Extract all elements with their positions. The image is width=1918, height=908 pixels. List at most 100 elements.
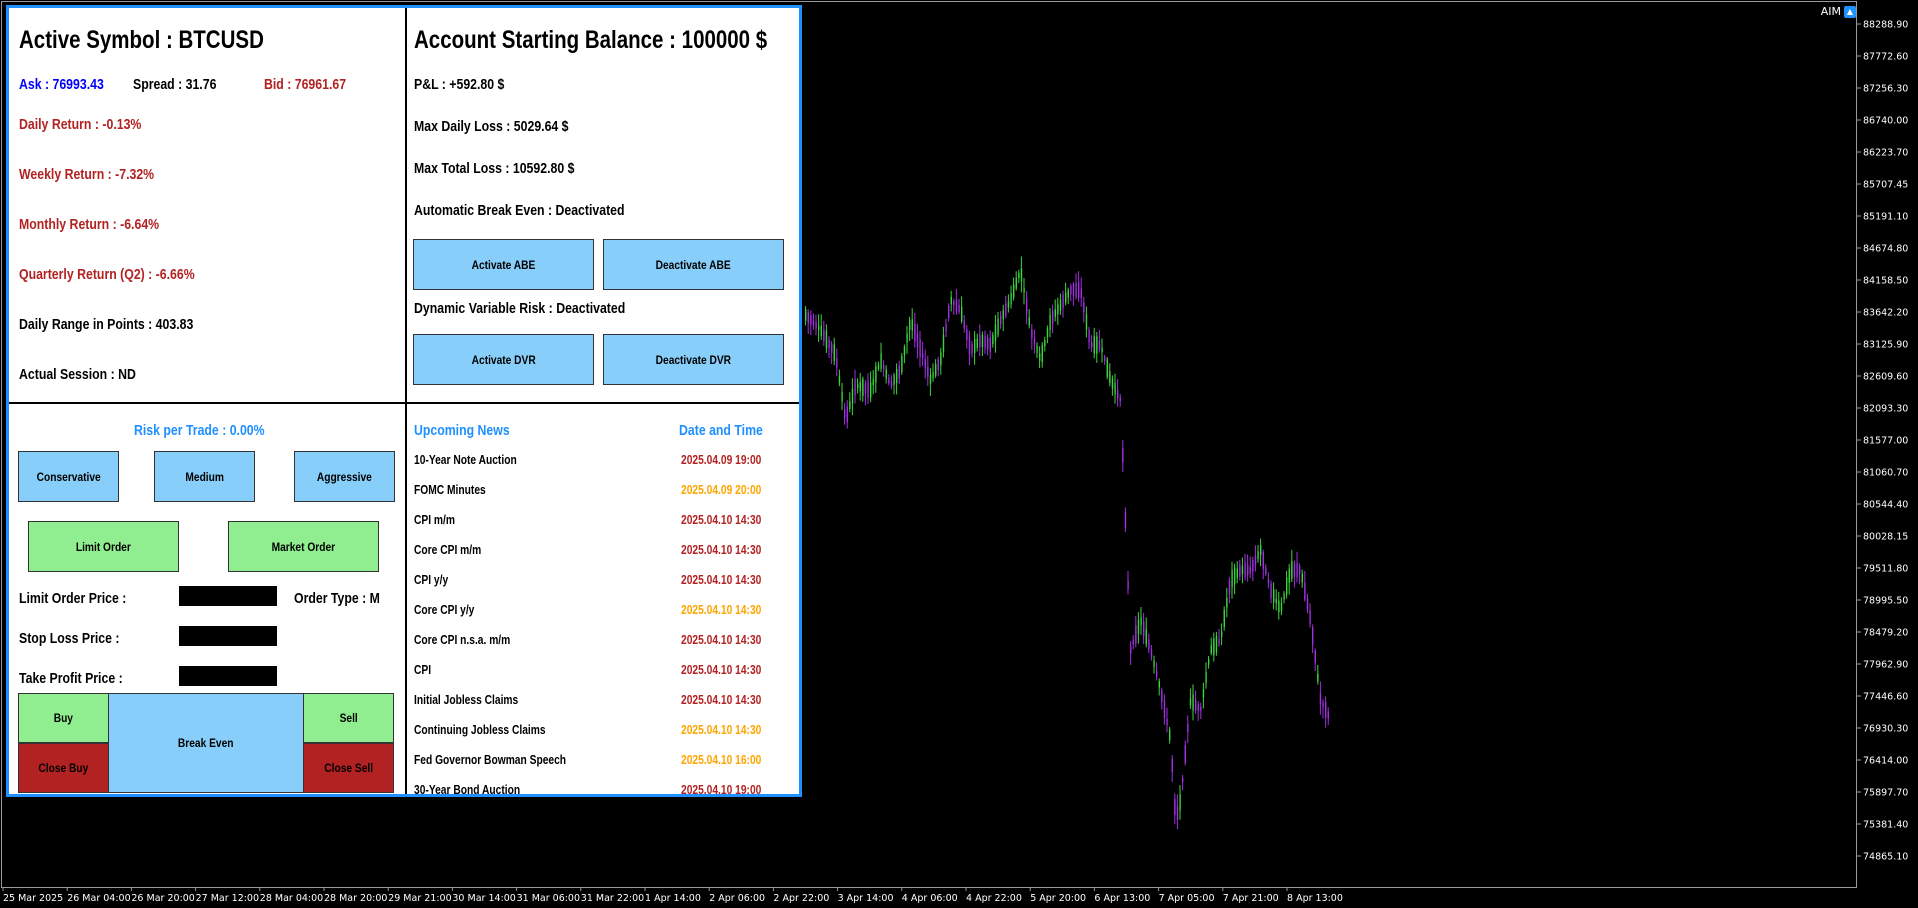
time-tick-label: 4 Apr 22:00 <box>966 893 1022 904</box>
stop-loss-price-input[interactable] <box>179 626 277 646</box>
price-axis: 88288.90 87772.60 87256.30 86740.00 86223.70… <box>1857 20 1908 863</box>
candle-body <box>1226 597 1228 608</box>
news-item-name: Core CPI n.s.a. m/m <box>414 633 511 647</box>
price-tick-label: 78479.20 <box>1863 628 1908 639</box>
close-sell-button[interactable]: Close Sell <box>303 743 394 793</box>
medium-risk-button[interactable]: Medium <box>154 451 255 502</box>
candle-body <box>872 379 874 386</box>
candle-body <box>1104 356 1106 362</box>
deactivate-abe-button[interactable]: Deactivate ABE <box>603 239 784 290</box>
conservative-risk-button[interactable]: Conservative <box>18 451 119 502</box>
activate-abe-button[interactable]: Activate ABE <box>413 239 594 290</box>
candle-body <box>885 369 887 379</box>
news-item-name: Core CPI m/m <box>414 543 482 557</box>
time-tick-label: 31 Mar 06:00 <box>517 893 580 904</box>
candle-body <box>1174 799 1176 816</box>
buy-label: Buy <box>53 711 74 725</box>
upcoming-news-header: Upcoming News <box>414 422 510 439</box>
candle-body <box>1161 690 1163 702</box>
deactivate-dvr-button[interactable]: Deactivate DVR <box>603 334 784 385</box>
candle-body <box>958 304 960 312</box>
news-item-name: 10-Year Note Auction <box>414 453 517 467</box>
candle-body <box>825 330 828 349</box>
candle-body <box>1098 340 1101 350</box>
candle-body <box>862 378 864 397</box>
candle-body <box>854 379 856 396</box>
candle-body <box>919 339 921 358</box>
candle-body <box>1265 567 1267 575</box>
candle-body <box>1286 577 1288 595</box>
candle-body <box>1275 598 1277 604</box>
aim-indicator-badge[interactable]: AIM ▲ <box>1821 5 1856 18</box>
candle-body <box>903 346 906 356</box>
news-item-date: 2025.04.10 14:30 <box>681 513 762 527</box>
candle-body <box>828 339 830 349</box>
candle-body <box>1239 564 1241 577</box>
candle-body <box>831 343 833 353</box>
dvr-status: Dynamic Variable Risk : Deactivated <box>414 300 626 317</box>
candle-body <box>1130 646 1132 654</box>
take-profit-price-input[interactable] <box>179 666 277 686</box>
candle-body <box>1325 702 1327 718</box>
candle-body <box>1119 397 1121 402</box>
candle-body <box>1085 314 1088 330</box>
candle-body <box>948 306 950 318</box>
candle-body <box>1132 640 1134 645</box>
price-tick-label: 81577.00 <box>1863 436 1908 447</box>
price-tick-label: 83125.90 <box>1863 340 1908 351</box>
candle-body <box>1148 639 1150 650</box>
candle-body <box>916 333 919 348</box>
candle-body <box>1309 610 1311 624</box>
limit-order-price-input[interactable] <box>179 586 277 606</box>
candle-body <box>1137 619 1140 634</box>
activate-dvr-button[interactable]: Activate DVR <box>413 334 594 385</box>
candle-body <box>1327 711 1329 719</box>
news-item-name: Core CPI y/y <box>414 603 475 617</box>
candle-body <box>1283 593 1285 600</box>
aim-label: AIM <box>1820 5 1841 18</box>
break-even-button[interactable]: Break Even <box>108 693 304 793</box>
time-tick-label: 7 Apr 05:00 <box>1159 893 1215 904</box>
candle-body <box>1241 565 1244 575</box>
price-tick-label: 84158.50 <box>1863 276 1908 287</box>
buy-button[interactable]: Buy <box>18 693 109 743</box>
price-tick-label: 86740.00 <box>1863 116 1908 127</box>
market-order-button[interactable]: Market Order <box>228 521 379 572</box>
news-item-date: 2025.04.10 14:30 <box>681 663 762 677</box>
candle-body <box>1020 268 1023 282</box>
price-tick-label: 76930.30 <box>1863 724 1908 735</box>
candle-body <box>1039 353 1041 361</box>
candle-body <box>1301 573 1303 583</box>
sell-button[interactable]: Sell <box>303 693 394 743</box>
limit-order-button[interactable]: Limit Order <box>28 521 179 572</box>
time-tick-label: 4 Apr 06:00 <box>902 893 958 904</box>
candle-body <box>987 337 989 350</box>
candle-body <box>893 374 895 385</box>
candle-body <box>994 324 997 342</box>
close-buy-button[interactable]: Close Buy <box>18 743 109 793</box>
candle-body <box>901 355 903 373</box>
price-tick-label: 75897.70 <box>1863 788 1908 799</box>
aggressive-risk-button[interactable]: Aggressive <box>294 451 395 502</box>
candle-body <box>833 344 835 361</box>
time-tick-label: 29 Mar 21:00 <box>388 893 451 904</box>
break-even-label: Break Even <box>178 736 234 750</box>
candle-body <box>1247 564 1249 576</box>
candle-body <box>815 322 817 329</box>
panel-divider-horizontal <box>9 402 799 404</box>
candle-body <box>1127 580 1129 590</box>
active-symbol-title: Active Symbol : BTCUSD <box>19 26 264 54</box>
candle-body <box>859 381 861 392</box>
candle-body <box>1179 794 1181 811</box>
candle-body <box>896 368 898 384</box>
price-tick-label: 88288.90 <box>1863 20 1908 31</box>
weekly-return: Weekly Return : -7.32% <box>19 166 155 183</box>
candle-body <box>1197 704 1199 711</box>
max-daily-loss: Max Daily Loss : 5029.64 $ <box>414 118 569 135</box>
candle-body <box>805 309 807 321</box>
quarterly-return: Quarterly Return (Q2) : -6.66% <box>19 266 195 283</box>
candle-body <box>1208 659 1210 665</box>
candle-body <box>1145 629 1147 645</box>
candle-body <box>922 353 924 359</box>
limit-order-price-label: Limit Order Price : <box>19 590 127 607</box>
